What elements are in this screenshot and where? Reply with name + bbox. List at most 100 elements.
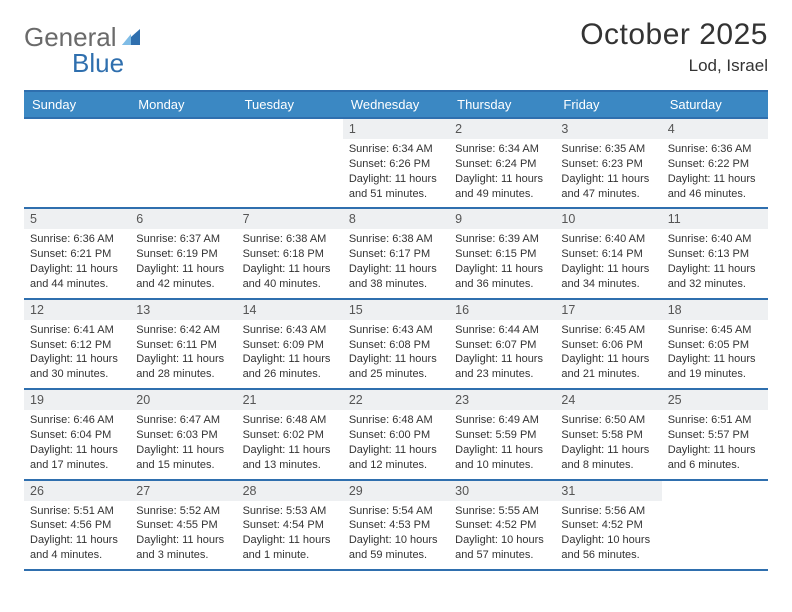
sunset-text: Sunset: 6:22 PM: [668, 157, 762, 172]
sunrise-text: Sunrise: 6:50 AM: [561, 413, 655, 428]
calendar-day-cell: 10Sunrise: 6:40 AMSunset: 6:14 PMDayligh…: [555, 208, 661, 298]
sunset-text: Sunset: 6:18 PM: [243, 247, 337, 262]
sunrise-text: Sunrise: 6:51 AM: [668, 413, 762, 428]
sunset-text: Sunset: 4:54 PM: [243, 518, 337, 533]
month-title: October 2025: [580, 18, 768, 52]
calendar-day-cell: 25Sunrise: 6:51 AMSunset: 5:57 PMDayligh…: [662, 389, 768, 479]
day-number: 14: [237, 300, 343, 320]
weekday-header: Sunday: [24, 91, 130, 118]
day-details: Sunrise: 6:39 AMSunset: 6:15 PMDaylight:…: [449, 229, 555, 297]
weekday-header: Monday: [130, 91, 236, 118]
calendar-day-cell: 4Sunrise: 6:36 AMSunset: 6:22 PMDaylight…: [662, 118, 768, 208]
day-number: 6: [130, 209, 236, 229]
day-details: Sunrise: 5:52 AMSunset: 4:55 PMDaylight:…: [130, 501, 236, 569]
day-details: Sunrise: 6:45 AMSunset: 6:05 PMDaylight:…: [662, 320, 768, 388]
day-number: 2: [449, 119, 555, 139]
sunset-text: Sunset: 6:13 PM: [668, 247, 762, 262]
daylight-text: Daylight: 11 hours and 23 minutes.: [455, 352, 549, 382]
brand-part2: Blue: [24, 50, 164, 76]
day-number: 1: [343, 119, 449, 139]
sunset-text: Sunset: 6:24 PM: [455, 157, 549, 172]
sunrise-text: Sunrise: 6:41 AM: [30, 323, 124, 338]
sunset-text: Sunset: 6:08 PM: [349, 338, 443, 353]
sunset-text: Sunset: 6:17 PM: [349, 247, 443, 262]
sunset-text: Sunset: 6:19 PM: [136, 247, 230, 262]
day-number: 28: [237, 481, 343, 501]
day-number: 25: [662, 390, 768, 410]
calendar-day-cell: 21Sunrise: 6:48 AMSunset: 6:02 PMDayligh…: [237, 389, 343, 479]
sunset-text: Sunset: 6:21 PM: [30, 247, 124, 262]
calendar-day-cell: 12Sunrise: 6:41 AMSunset: 6:12 PMDayligh…: [24, 299, 130, 389]
day-details: Sunrise: 5:54 AMSunset: 4:53 PMDaylight:…: [343, 501, 449, 569]
sunset-text: Sunset: 6:00 PM: [349, 428, 443, 443]
calendar-day-cell: 14Sunrise: 6:43 AMSunset: 6:09 PMDayligh…: [237, 299, 343, 389]
sunrise-text: Sunrise: 6:44 AM: [455, 323, 549, 338]
day-number: 19: [24, 390, 130, 410]
daylight-text: Daylight: 11 hours and 38 minutes.: [349, 262, 443, 292]
sunrise-text: Sunrise: 6:48 AM: [349, 413, 443, 428]
daylight-text: Daylight: 11 hours and 19 minutes.: [668, 352, 762, 382]
sunset-text: Sunset: 6:23 PM: [561, 157, 655, 172]
calendar-week-row: 19Sunrise: 6:46 AMSunset: 6:04 PMDayligh…: [24, 389, 768, 479]
day-number: 23: [449, 390, 555, 410]
day-details: Sunrise: 6:43 AMSunset: 6:08 PMDaylight:…: [343, 320, 449, 388]
sunrise-text: Sunrise: 6:38 AM: [243, 232, 337, 247]
sail-icon: [119, 27, 143, 47]
calendar-day-cell: 5Sunrise: 6:36 AMSunset: 6:21 PMDaylight…: [24, 208, 130, 298]
day-details: Sunrise: 5:53 AMSunset: 4:54 PMDaylight:…: [237, 501, 343, 569]
sunset-text: Sunset: 4:55 PM: [136, 518, 230, 533]
sunrise-text: Sunrise: 6:34 AM: [349, 142, 443, 157]
daylight-text: Daylight: 11 hours and 47 minutes.: [561, 172, 655, 202]
day-details: Sunrise: 6:41 AMSunset: 6:12 PMDaylight:…: [24, 320, 130, 388]
sunrise-text: Sunrise: 6:46 AM: [30, 413, 124, 428]
brand-part1: General: [24, 24, 117, 50]
sunrise-text: Sunrise: 6:34 AM: [455, 142, 549, 157]
calendar-day-cell: 20Sunrise: 6:47 AMSunset: 6:03 PMDayligh…: [130, 389, 236, 479]
sunset-text: Sunset: 6:02 PM: [243, 428, 337, 443]
weekday-header: Wednesday: [343, 91, 449, 118]
day-details: Sunrise: 6:51 AMSunset: 5:57 PMDaylight:…: [662, 410, 768, 478]
calendar-day-cell: 16Sunrise: 6:44 AMSunset: 6:07 PMDayligh…: [449, 299, 555, 389]
day-number: 15: [343, 300, 449, 320]
day-number: 22: [343, 390, 449, 410]
day-details: Sunrise: 6:42 AMSunset: 6:11 PMDaylight:…: [130, 320, 236, 388]
day-details: Sunrise: 6:43 AMSunset: 6:09 PMDaylight:…: [237, 320, 343, 388]
sunrise-text: Sunrise: 5:53 AM: [243, 504, 337, 519]
sunrise-text: Sunrise: 6:49 AM: [455, 413, 549, 428]
sunset-text: Sunset: 6:26 PM: [349, 157, 443, 172]
sunrise-text: Sunrise: 6:36 AM: [30, 232, 124, 247]
calendar-body: ......1Sunrise: 6:34 AMSunset: 6:26 PMDa…: [24, 118, 768, 570]
sunrise-text: Sunrise: 5:54 AM: [349, 504, 443, 519]
daylight-text: Daylight: 11 hours and 36 minutes.: [455, 262, 549, 292]
calendar-day-cell: 6Sunrise: 6:37 AMSunset: 6:19 PMDaylight…: [130, 208, 236, 298]
day-number: 8: [343, 209, 449, 229]
daylight-text: Daylight: 11 hours and 42 minutes.: [136, 262, 230, 292]
daylight-text: Daylight: 11 hours and 40 minutes.: [243, 262, 337, 292]
sunset-text: Sunset: 6:15 PM: [455, 247, 549, 262]
day-details: Sunrise: 6:49 AMSunset: 5:59 PMDaylight:…: [449, 410, 555, 478]
day-number: 18: [662, 300, 768, 320]
sunset-text: Sunset: 5:59 PM: [455, 428, 549, 443]
day-details: Sunrise: 6:36 AMSunset: 6:21 PMDaylight:…: [24, 229, 130, 297]
day-details: Sunrise: 6:45 AMSunset: 6:06 PMDaylight:…: [555, 320, 661, 388]
day-details: Sunrise: 6:48 AMSunset: 6:00 PMDaylight:…: [343, 410, 449, 478]
day-details: Sunrise: 6:34 AMSunset: 6:24 PMDaylight:…: [449, 139, 555, 207]
calendar-day-cell: 26Sunrise: 5:51 AMSunset: 4:56 PMDayligh…: [24, 480, 130, 570]
sunrise-text: Sunrise: 6:43 AM: [349, 323, 443, 338]
weekday-row: SundayMondayTuesdayWednesdayThursdayFrid…: [24, 91, 768, 118]
calendar-week-row: 26Sunrise: 5:51 AMSunset: 4:56 PMDayligh…: [24, 480, 768, 570]
calendar-week-row: ......1Sunrise: 6:34 AMSunset: 6:26 PMDa…: [24, 118, 768, 208]
sunrise-text: Sunrise: 5:56 AM: [561, 504, 655, 519]
sunset-text: Sunset: 4:52 PM: [561, 518, 655, 533]
sunset-text: Sunset: 6:11 PM: [136, 338, 230, 353]
sunrise-text: Sunrise: 6:48 AM: [243, 413, 337, 428]
calendar-day-cell: 22Sunrise: 6:48 AMSunset: 6:00 PMDayligh…: [343, 389, 449, 479]
day-number: 21: [237, 390, 343, 410]
day-details: Sunrise: 6:47 AMSunset: 6:03 PMDaylight:…: [130, 410, 236, 478]
day-details: Sunrise: 6:37 AMSunset: 6:19 PMDaylight:…: [130, 229, 236, 297]
day-number: 17: [555, 300, 661, 320]
sunrise-text: Sunrise: 5:52 AM: [136, 504, 230, 519]
sunrise-text: Sunrise: 6:39 AM: [455, 232, 549, 247]
day-number: 9: [449, 209, 555, 229]
day-details: Sunrise: 6:38 AMSunset: 6:18 PMDaylight:…: [237, 229, 343, 297]
